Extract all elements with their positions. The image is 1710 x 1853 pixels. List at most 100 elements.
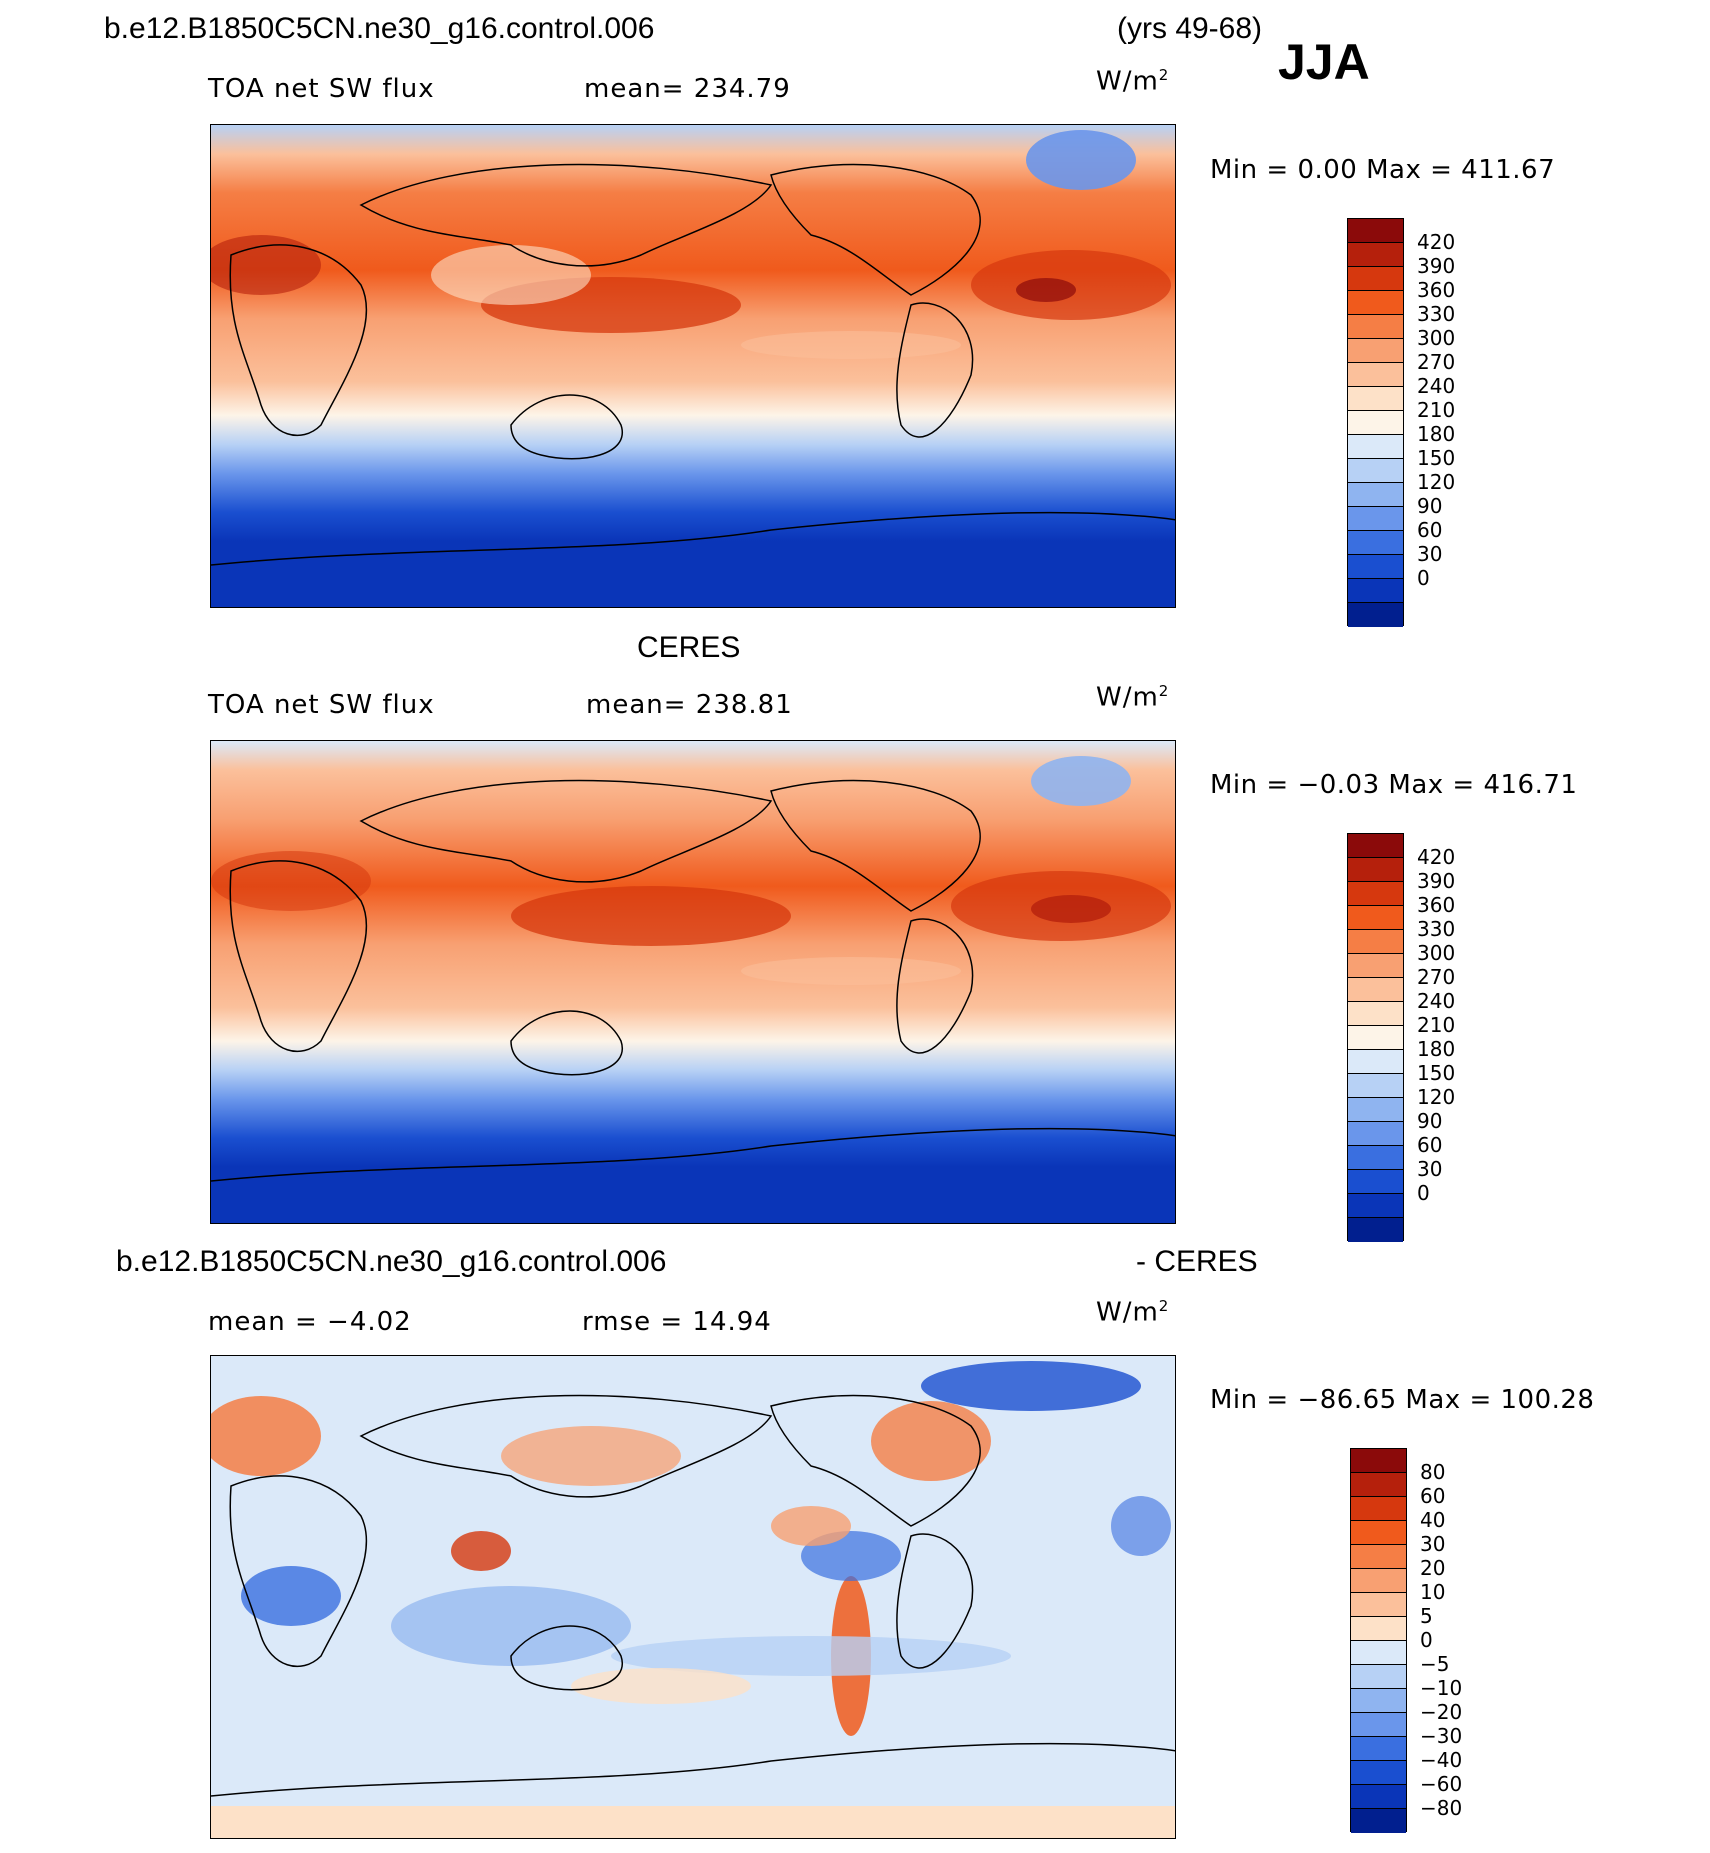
colorbar-tick-label: 150	[1417, 446, 1456, 470]
colorbar-tick-label: 240	[1417, 989, 1456, 1013]
colorbar-cell	[1348, 339, 1403, 363]
colorbar-tick-label: 60	[1420, 1484, 1446, 1508]
colorbar-cell	[1348, 1098, 1403, 1122]
panel1-mean-label: mean= 234.79	[584, 74, 791, 104]
colorbar-cell	[1348, 1146, 1403, 1170]
colorbar-cell	[1348, 603, 1403, 627]
colorbar-tick-label: 90	[1417, 494, 1443, 518]
colorbar-cell	[1348, 411, 1403, 435]
colorbar-tick-label: 180	[1417, 422, 1456, 446]
colorbar-tick-label: 120	[1417, 1085, 1456, 1109]
colorbar-tick-label: 210	[1417, 1013, 1456, 1037]
colorbar-cell	[1348, 1002, 1403, 1026]
panel1-map	[210, 124, 1176, 608]
colorbar-cell	[1351, 1641, 1406, 1665]
colorbar-tick-label: −80	[1420, 1796, 1463, 1820]
colorbar-cell	[1351, 1449, 1406, 1473]
years-label: (yrs 49-68)	[1117, 12, 1263, 45]
colorbar-tick-label: 20	[1420, 1556, 1446, 1580]
colorbar-tick-label: −5	[1420, 1652, 1450, 1676]
colorbar-tick-label: 5	[1420, 1604, 1433, 1628]
panel2-caption: CERES	[637, 631, 741, 664]
colorbar-cell	[1351, 1809, 1406, 1833]
colorbar-cell	[1348, 1074, 1403, 1098]
colorbar-cell	[1351, 1737, 1406, 1761]
panel3-caption-ceres: - CERES	[1136, 1245, 1258, 1278]
colorbar-tick-label: 60	[1417, 1133, 1443, 1157]
colorbar-cell	[1351, 1497, 1406, 1521]
colorbar-tick-label: −60	[1420, 1772, 1463, 1796]
colorbar-cell	[1348, 363, 1403, 387]
colorbar-cell	[1348, 978, 1403, 1002]
colorbar-cell	[1351, 1713, 1406, 1737]
colorbar-tick-label: 330	[1417, 917, 1456, 941]
panel2-colorbar	[1347, 833, 1404, 1242]
colorbar-tick-label: 30	[1417, 1157, 1443, 1181]
colorbar-cell	[1351, 1473, 1406, 1497]
colorbar-tick-label: 420	[1417, 845, 1456, 869]
colorbar-tick-label: −30	[1420, 1724, 1463, 1748]
colorbar-cell	[1348, 579, 1403, 603]
colorbar-tick-label: 390	[1417, 869, 1456, 893]
colorbar-cell	[1351, 1617, 1406, 1641]
panel2-mean-label: mean= 238.81	[586, 690, 793, 720]
colorbar-tick-label: −20	[1420, 1700, 1463, 1724]
colorbar-tick-label: 150	[1417, 1061, 1456, 1085]
colorbar-cell	[1351, 1689, 1406, 1713]
panel3-units: W/m2	[1096, 1297, 1170, 1328]
colorbar-cell	[1348, 834, 1403, 858]
colorbar-tick-label: 270	[1417, 965, 1456, 989]
colorbar-cell	[1351, 1569, 1406, 1593]
colorbar-cell	[1348, 882, 1403, 906]
colorbar-cell	[1348, 906, 1403, 930]
panel2-minmax: Min = −0.03 Max = 416.71	[1210, 770, 1578, 800]
colorbar-tick-label: 90	[1417, 1109, 1443, 1133]
colorbar-cell	[1351, 1545, 1406, 1569]
colorbar-cell	[1351, 1593, 1406, 1617]
panel3-map	[210, 1355, 1176, 1839]
colorbar-tick-label: 120	[1417, 470, 1456, 494]
colorbar-tick-label: 330	[1417, 302, 1456, 326]
panel1-minmax: Min = 0.00 Max = 411.67	[1210, 155, 1556, 185]
colorbar-tick-label: 80	[1420, 1460, 1446, 1484]
colorbar-cell	[1348, 1050, 1403, 1074]
panel2-variable-label: TOA net SW flux	[208, 690, 435, 720]
colorbar-tick-label: 390	[1417, 254, 1456, 278]
panel1-colorbar	[1347, 218, 1404, 627]
colorbar-cell	[1348, 243, 1403, 267]
panel3-caption-case: b.e12.B1850C5CN.ne30_g16.control.006	[116, 1245, 667, 1278]
colorbar-cell	[1348, 291, 1403, 315]
colorbar-tick-label: 0	[1420, 1628, 1433, 1652]
panel1-units: W/m2	[1096, 66, 1170, 97]
colorbar-tick-label: 270	[1417, 350, 1456, 374]
season-label: JJA	[1278, 34, 1370, 90]
colorbar-cell	[1348, 507, 1403, 531]
colorbar-tick-label: −10	[1420, 1676, 1463, 1700]
panel2-map	[210, 740, 1176, 1224]
colorbar-cell	[1348, 459, 1403, 483]
colorbar-cell	[1348, 315, 1403, 339]
panel3-mean-label: mean = −4.02	[208, 1307, 412, 1337]
panel1-variable-label: TOA net SW flux	[208, 74, 435, 104]
colorbar-tick-label: 10	[1420, 1580, 1446, 1604]
colorbar-cell	[1348, 219, 1403, 243]
colorbar-tick-label: 40	[1420, 1508, 1446, 1532]
panel3-colorbar	[1350, 1448, 1407, 1833]
colorbar-tick-label: 0	[1417, 566, 1430, 590]
colorbar-tick-label: 180	[1417, 1037, 1456, 1061]
panel2-units: W/m2	[1096, 682, 1170, 713]
colorbar-cell	[1348, 267, 1403, 291]
colorbar-cell	[1348, 483, 1403, 507]
colorbar-tick-label: 240	[1417, 374, 1456, 398]
colorbar-tick-label: 0	[1417, 1181, 1430, 1205]
colorbar-cell	[1348, 531, 1403, 555]
colorbar-tick-label: 60	[1417, 518, 1443, 542]
colorbar-cell	[1348, 435, 1403, 459]
colorbar-tick-label: 30	[1417, 542, 1443, 566]
colorbar-cell	[1348, 1194, 1403, 1218]
panel3-rmse-label: rmse = 14.94	[582, 1307, 772, 1337]
colorbar-cell	[1348, 1122, 1403, 1146]
colorbar-cell	[1348, 858, 1403, 882]
colorbar-tick-label: 360	[1417, 278, 1456, 302]
colorbar-cell	[1348, 1026, 1403, 1050]
